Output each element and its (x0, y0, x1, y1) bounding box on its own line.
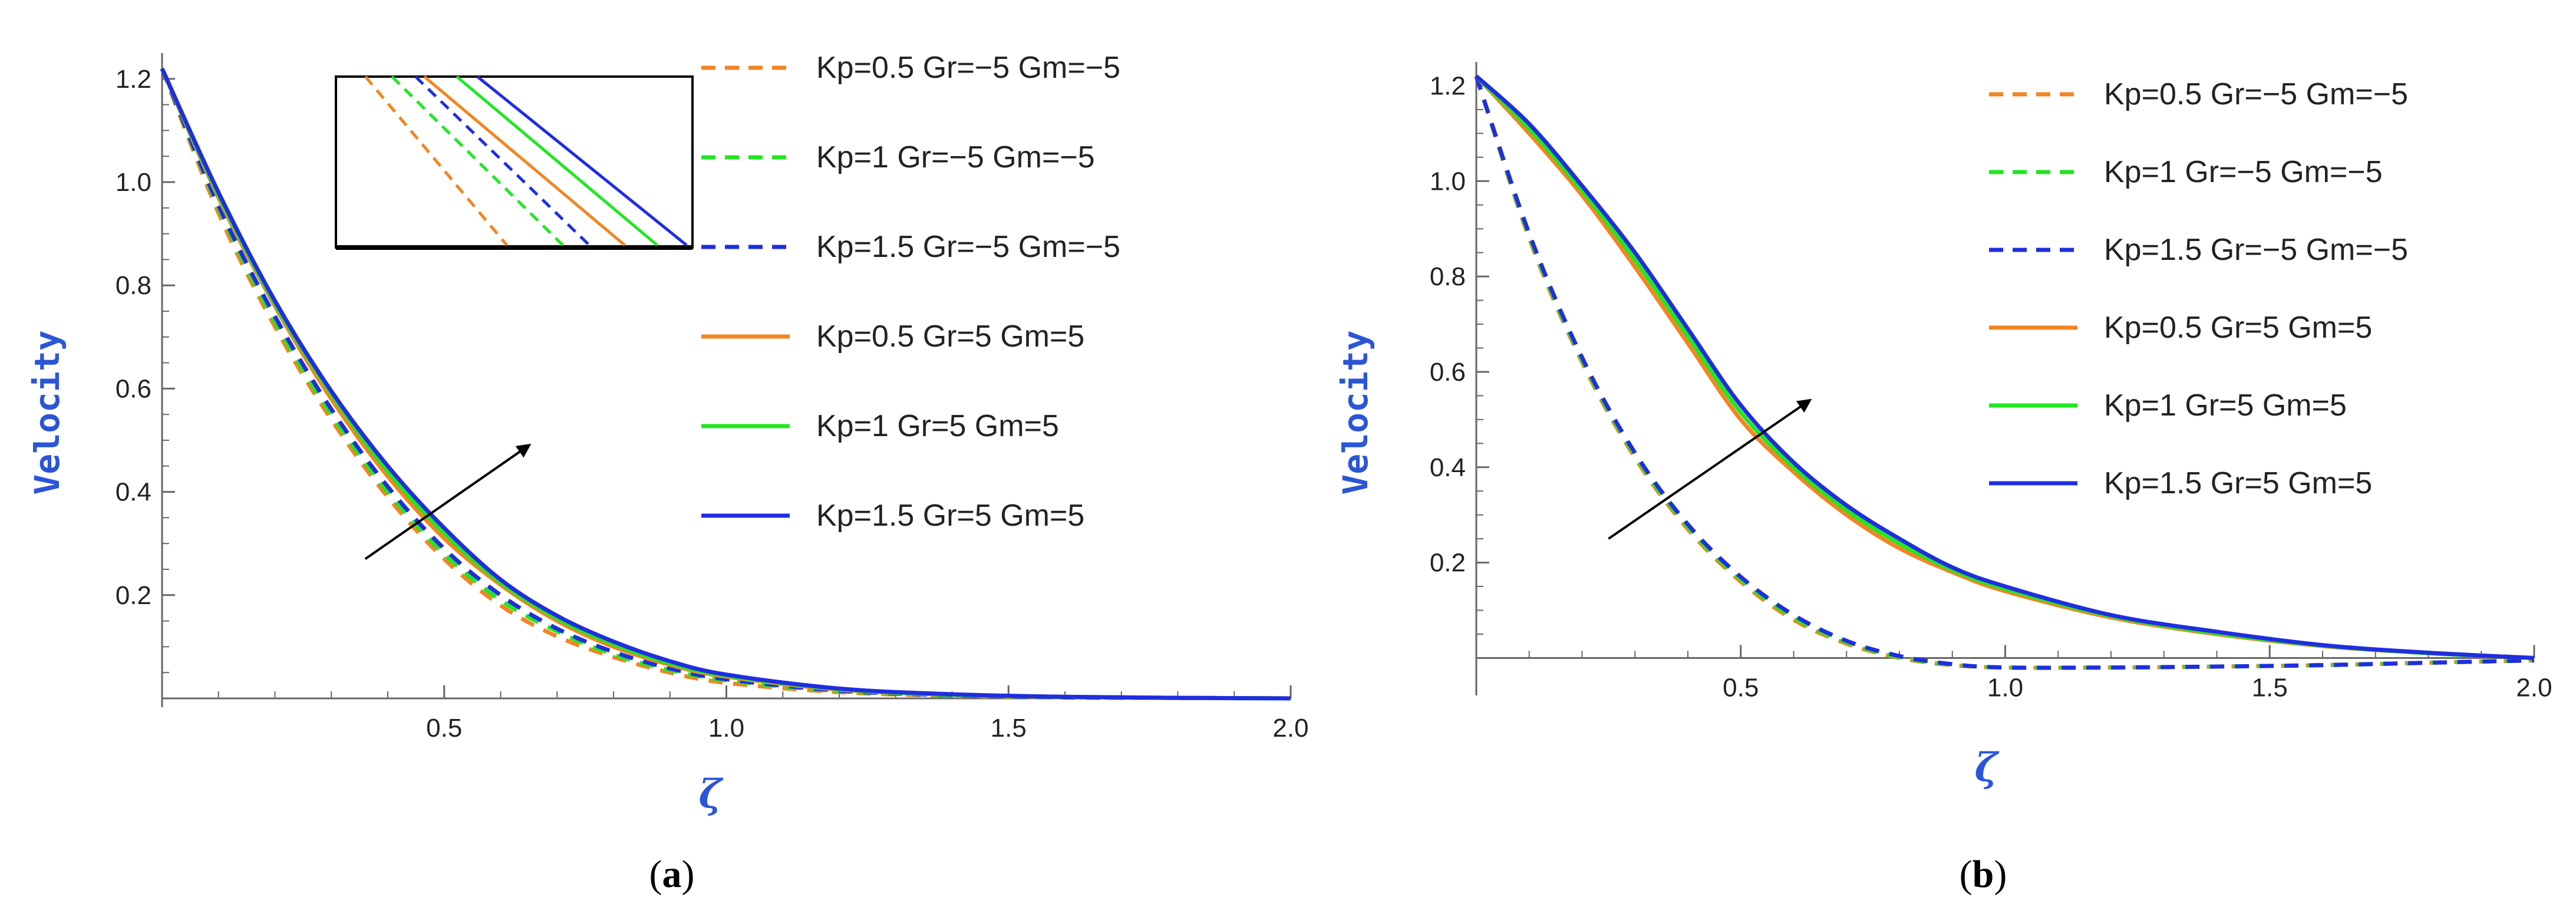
y-tick-label: 1.2 (116, 65, 151, 94)
series-line (160, 68, 1291, 701)
axes: 0.5 1.0 1.5 2.0 0.2 0.4 0.6 0.8 1.0 1.2 (116, 53, 1309, 743)
legend-label: Kp=0.5 Gr=−5 Gm=−5 (2104, 77, 2408, 111)
x-tick-label: 1.5 (991, 714, 1027, 743)
y-tick-label: 1.0 (116, 168, 151, 197)
y-tick-label: 0.6 (1430, 358, 1466, 387)
series-line (160, 67, 1291, 701)
y-tick-label: 0.4 (116, 478, 151, 507)
legend-label: Kp=1.5 Gr=5 Gm=5 (2104, 466, 2372, 500)
caption: (a) (649, 853, 695, 896)
inset-series-line (476, 75, 688, 246)
series-line (160, 67, 1291, 701)
y-tick-label: 0.2 (116, 581, 151, 610)
series-line (160, 67, 1291, 701)
legend-label: Kp=0.5 Gr=5 Gm=5 (2104, 311, 2372, 345)
x-tick-label: 0.5 (426, 714, 462, 743)
caption-letter: b (1973, 853, 1994, 896)
inset-series-line (391, 75, 564, 246)
caption-open-paren: ( (1960, 853, 1973, 896)
inset-series-line (423, 75, 626, 246)
legend-label: Kp=1 Gr=5 Gm=5 (2104, 388, 2347, 423)
series-line (1475, 74, 2535, 660)
legend-label: Kp=1.5 Gr=−5 Gm=−5 (2104, 233, 2408, 267)
legend-label: Kp=1 Gr=−5 Gm=−5 (816, 140, 1095, 174)
x-tick-label: 0.5 (1723, 673, 1759, 702)
series-group (1474, 74, 2535, 670)
annotation-arrow (1608, 398, 1812, 540)
legend-label: Kp=1 Gr=5 Gm=5 (816, 409, 1059, 443)
arrow-line (1608, 398, 1812, 540)
inset-zoom (335, 75, 694, 250)
inset-series-line (456, 75, 658, 246)
y-tick-label: 1.0 (1430, 167, 1466, 196)
legend-label: Kp=0.5 Gr=5 Gm=5 (816, 319, 1084, 354)
y-axis-label: Velocity (27, 330, 67, 494)
inset-frame (335, 75, 694, 249)
caption-close-paren: ) (1994, 853, 2007, 896)
arrow-line (364, 444, 532, 560)
series-line (160, 67, 1291, 701)
axes: 0.5 1.0 1.5 2.0 0.2 0.4 0.6 0.8 1.0 1.2 (1430, 62, 2552, 702)
x-tick-label: 1.0 (708, 714, 744, 743)
chart-panel-a: 0.5 1.0 1.5 2.0 0.2 0.4 0.6 0.8 1.0 1.2 Kp=0.5 Gr… (27, 51, 1309, 896)
series-group (160, 67, 1291, 701)
legend-label: Kp=1.5 Gr=5 Gm=5 (816, 499, 1084, 533)
y-tick-label: 1.2 (1430, 71, 1466, 100)
x-axis-label: ζ (698, 771, 723, 817)
caption: (b) (1960, 853, 2007, 896)
x-tick-label: 2.0 (1272, 714, 1308, 743)
legend: Kp=0.5 Gr=−5 Gm=−5 Kp=1 Gr=−5 Gm=−5 Kp=1.5… (1989, 77, 2408, 500)
series-line (1474, 75, 2535, 670)
legend-label: Kp=0.5 Gr=−5 Gm=−5 (816, 51, 1120, 85)
x-axis-label: ζ (1974, 744, 1999, 790)
caption-open-paren: ( (649, 853, 662, 896)
legend-label: Kp=1 Gr=−5 Gm=−5 (2104, 155, 2383, 189)
caption-letter: a (662, 853, 682, 896)
y-tick-label: 0.2 (1430, 549, 1466, 578)
y-tick-label: 0.6 (116, 374, 151, 403)
y-tick-label: 0.8 (1430, 262, 1466, 291)
x-tick-label: 1.5 (2252, 673, 2288, 702)
y-axis-label: Velocity (1335, 330, 1376, 494)
series-line (160, 67, 1291, 701)
x-tick-label: 1.0 (1987, 673, 2023, 702)
chart-panel-b: 0.5 1.0 1.5 2.0 0.2 0.4 0.6 0.8 1.0 1.2 Kp=0.5 Gr… (1335, 62, 2552, 896)
legend: Kp=0.5 Gr=−5 Gm=−5 Kp=1 Gr=−5 Gm=−5 Kp=1.5… (701, 51, 1120, 533)
y-tick-label: 0.8 (116, 271, 151, 300)
annotation-arrow (364, 444, 532, 560)
legend-label: Kp=1.5 Gr=−5 Gm=−5 (816, 230, 1120, 264)
inset-series-line (364, 75, 508, 246)
x-tick-label: 2.0 (2516, 673, 2552, 702)
inset-series-line (414, 75, 591, 246)
y-tick-label: 0.4 (1430, 453, 1466, 482)
caption-close-paren: ) (682, 853, 695, 896)
